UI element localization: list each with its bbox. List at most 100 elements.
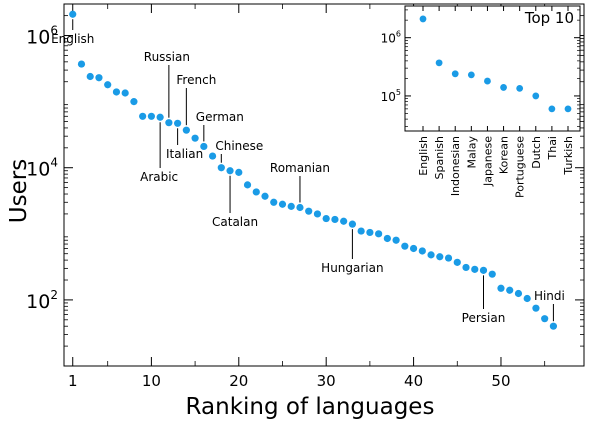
x-tick-label: 50 — [491, 372, 510, 390]
y-tick-base: 10 — [26, 291, 50, 313]
data-point — [174, 119, 182, 127]
data-point — [243, 181, 252, 189]
data-point — [112, 88, 121, 96]
data-point — [217, 164, 225, 172]
data-point — [479, 266, 488, 274]
data-point — [287, 202, 295, 210]
inset-x-tick-label: English — [417, 136, 430, 176]
data-point — [409, 244, 418, 253]
data-point — [77, 60, 86, 68]
inset-y-tick-label: 105 — [381, 88, 401, 104]
data-point — [392, 236, 400, 244]
inset-x-tick-label: Portuguese — [514, 136, 527, 198]
data-point — [278, 200, 287, 208]
data-point — [270, 198, 278, 206]
data-point — [514, 289, 523, 298]
inset-x-tick-label: Korean — [498, 136, 511, 174]
inset-x-tick-label: Malay — [465, 136, 478, 169]
inset-data-point — [532, 92, 540, 100]
data-point — [427, 251, 435, 259]
x-tick-label: 20 — [229, 372, 248, 390]
data-point — [401, 242, 409, 250]
inset-data-point — [548, 105, 556, 113]
data-point — [235, 168, 243, 176]
data-point — [375, 230, 383, 238]
data-point — [121, 89, 129, 97]
data-point — [191, 134, 199, 142]
data-point — [357, 227, 365, 235]
inset-data-point — [467, 71, 475, 79]
inset-data-point — [484, 77, 491, 85]
inset-data-point — [435, 59, 443, 67]
data-point — [252, 188, 260, 196]
annotation-label: Chinese — [215, 139, 263, 153]
data-point — [532, 304, 540, 312]
inset-data-point — [516, 84, 524, 92]
y-minor-ticks — [64, 3, 584, 347]
annotation-label: Romanian — [270, 161, 330, 175]
annotation-label: Catalan — [212, 215, 258, 229]
annotation-label: Hungarian — [321, 261, 383, 275]
inset-y-tick-label: 106 — [381, 30, 401, 46]
data-point — [261, 192, 269, 200]
x-axis-label: Ranking of languages — [186, 394, 435, 420]
inset-x-tick-label: Spanish — [433, 136, 446, 179]
data-point — [226, 167, 234, 175]
data-point — [366, 228, 374, 237]
inset-y-minor-ticks — [405, 9, 580, 127]
y-axis-label: Users — [6, 159, 32, 223]
inset-x-tick-label: Turkish — [562, 136, 575, 176]
y-tick-label: 104 — [26, 156, 58, 181]
y-tick-base: 10 — [26, 27, 50, 49]
data-point — [182, 126, 190, 134]
data-point — [444, 254, 453, 262]
data-point — [348, 220, 357, 228]
inset-y-tick-exponent: 6 — [396, 30, 401, 39]
data-point — [95, 74, 103, 82]
annotation-label: Russian — [144, 50, 190, 64]
annotation-label: Italian — [166, 147, 203, 161]
data-point — [139, 112, 147, 120]
inset-x-tick-label: Dutch — [530, 136, 543, 169]
data-point — [549, 322, 558, 330]
data-point — [453, 258, 461, 266]
inset-x-tick-label: Indonesian — [449, 136, 462, 196]
y-tick-base: 10 — [26, 159, 50, 181]
inset-title: Top 10 — [524, 9, 574, 27]
x-tick-label: 1 — [68, 372, 78, 390]
y-tick-label: 106 — [26, 24, 58, 49]
data-point — [383, 234, 391, 243]
data-point — [497, 284, 505, 292]
inset-data-point — [451, 70, 459, 78]
data-point — [130, 98, 138, 106]
data-point — [471, 265, 479, 273]
y-tick-exponent: 6 — [50, 24, 58, 38]
data-point — [340, 217, 348, 225]
inset-y-tick-base: 10 — [381, 90, 396, 104]
inset-x-tick-label: Japanese — [481, 136, 494, 187]
y-tick-exponent: 4 — [50, 156, 58, 170]
data-point — [488, 270, 496, 278]
data-point — [86, 72, 94, 81]
annotation-label: English — [51, 32, 94, 46]
data-point — [296, 203, 304, 212]
inset-data-point — [564, 105, 572, 113]
data-point — [418, 247, 426, 255]
data-point — [147, 112, 155, 120]
data-point — [156, 113, 164, 121]
annotation-label: Arabic — [140, 170, 178, 184]
y-tick-exponent: 2 — [50, 288, 58, 302]
data-point — [104, 81, 112, 89]
data-point — [305, 207, 313, 215]
inset-y-tick-exponent: 5 — [396, 88, 401, 97]
data-point — [313, 210, 322, 218]
data-point — [200, 142, 208, 151]
data-point — [462, 263, 470, 272]
annotation-label: Persian — [462, 311, 506, 325]
data-point — [208, 152, 217, 160]
x-tick-label: 10 — [142, 372, 161, 390]
annotation-label: German — [196, 110, 244, 124]
